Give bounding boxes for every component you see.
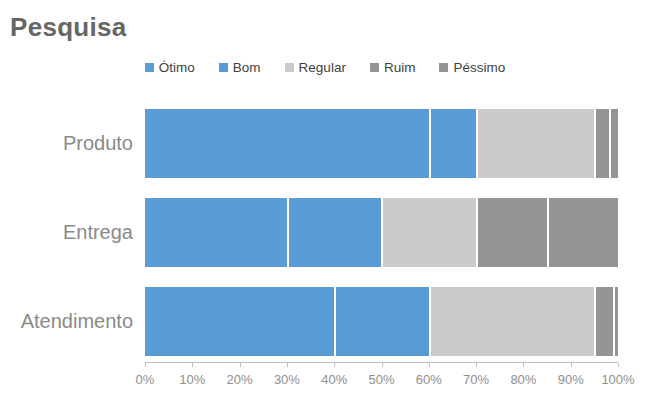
category-label: Produto — [0, 109, 133, 178]
bar-segment — [547, 198, 618, 267]
legend-item: Ruim — [370, 60, 416, 75]
axis-tick-icon — [429, 363, 430, 367]
bar-segment — [613, 287, 618, 356]
legend-swatch-icon — [285, 63, 294, 72]
axis-tick-label: 90% — [558, 372, 584, 387]
legend-label: Regular — [299, 60, 346, 75]
chart-row: Produto — [0, 109, 650, 178]
legend-swatch-icon — [219, 63, 228, 72]
axis-tick-label: 10% — [179, 372, 205, 387]
survey-chart: Pesquisa Ótimo Bom Regular Ruim Péssimo Prod… — [0, 12, 650, 402]
bar-segment — [145, 198, 287, 267]
legend-item: Regular — [285, 60, 346, 75]
axis-tick-label: 70% — [463, 372, 489, 387]
bar-segment — [381, 198, 476, 267]
bar-segment — [594, 109, 608, 178]
bar-segment — [287, 198, 382, 267]
axis-tick-icon — [476, 363, 477, 367]
bar-track — [145, 198, 618, 267]
bar-segment — [594, 287, 613, 356]
axis-tick-icon — [192, 363, 193, 367]
x-axis: 0%10%20%30%40%50%60%70%80%90%100% — [145, 362, 618, 391]
axis-tick-icon — [618, 363, 619, 367]
legend-swatch-icon — [439, 63, 448, 72]
category-label: Entrega — [0, 198, 133, 267]
bar-segment — [334, 287, 429, 356]
axis-tick-label: 40% — [321, 372, 347, 387]
axis-tick-icon — [571, 363, 572, 367]
bar-segment — [145, 287, 334, 356]
axis-tick-icon — [240, 363, 241, 367]
bar-track — [145, 109, 618, 178]
bar-segment — [429, 109, 476, 178]
chart-title: Pesquisa — [10, 12, 650, 43]
category-label: Atendimento — [0, 287, 133, 356]
legend-swatch-icon — [370, 63, 379, 72]
axis-tick-label: 20% — [227, 372, 253, 387]
legend-label: Ruim — [384, 60, 416, 75]
legend-label: Bom — [233, 60, 261, 75]
axis-tick-icon — [523, 363, 524, 367]
chart-row: Atendimento — [0, 287, 650, 356]
bar-segment — [476, 109, 594, 178]
legend-item: Bom — [219, 60, 261, 75]
bar-segment — [145, 109, 429, 178]
axis-tick-label: 50% — [368, 372, 394, 387]
axis-tick-icon — [334, 363, 335, 367]
legend-item: Péssimo — [439, 60, 505, 75]
legend-item: Ótimo — [145, 60, 195, 75]
axis-tick-label: 30% — [274, 372, 300, 387]
axis-tick-icon — [382, 363, 383, 367]
bar-track — [145, 287, 618, 356]
bar-segment — [429, 287, 595, 356]
plot-area: Produto Entrega Atendimento — [0, 109, 650, 356]
chart-row: Entrega — [0, 198, 650, 267]
legend-swatch-icon — [145, 63, 154, 72]
axis-tick-icon — [287, 363, 288, 367]
legend-label: Péssimo — [453, 60, 505, 75]
axis-tick-label: 0% — [136, 372, 155, 387]
bar-segment — [609, 109, 618, 178]
bar-segment — [476, 198, 547, 267]
axis-tick-label: 60% — [416, 372, 442, 387]
axis-tick-label: 100% — [601, 372, 634, 387]
axis-tick-label: 80% — [510, 372, 536, 387]
chart-legend: Ótimo Bom Regular Ruim Péssimo — [0, 60, 650, 75]
axis-tick-icon — [145, 363, 146, 367]
legend-label: Ótimo — [159, 60, 195, 75]
